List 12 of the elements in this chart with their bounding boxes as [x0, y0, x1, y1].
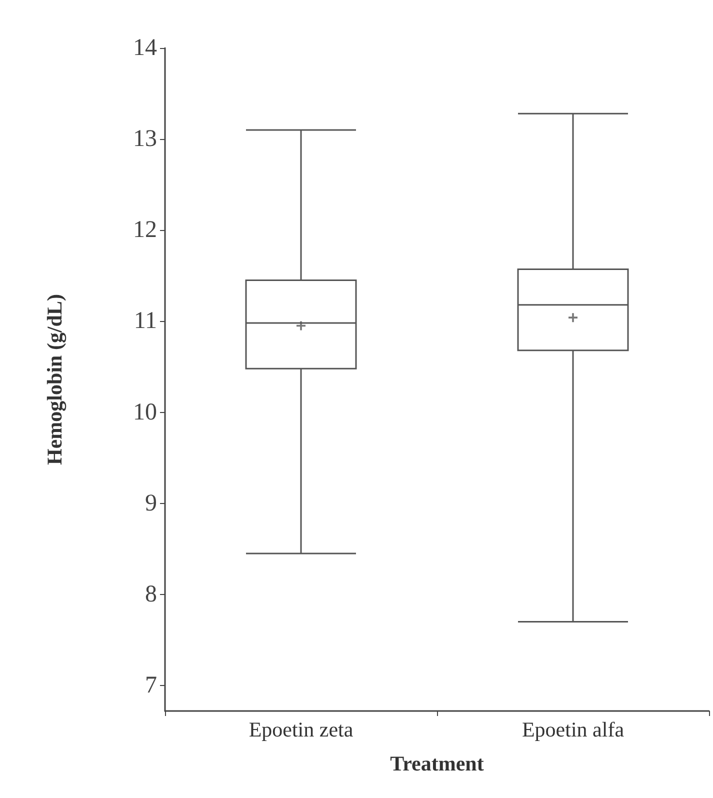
x-tick-label: Epoetin zeta [248, 718, 354, 742]
y-tick-label: 10 [133, 399, 157, 426]
y-tick-label: 12 [133, 217, 157, 244]
y-tick-label: 9 [145, 490, 157, 516]
y-tick-label: 14 [133, 35, 157, 61]
y-axis-title: Hemoglobin (g/dL) [42, 294, 66, 465]
x-tick-label: Epoetin alfa [522, 718, 625, 742]
y-tick-label: 11 [134, 308, 157, 334]
x-axis-title: Treatment [390, 752, 484, 776]
y-tick-label: 13 [133, 126, 157, 152]
y-tick-label: 7 [145, 672, 157, 698]
y-tick-label: 8 [145, 581, 157, 608]
